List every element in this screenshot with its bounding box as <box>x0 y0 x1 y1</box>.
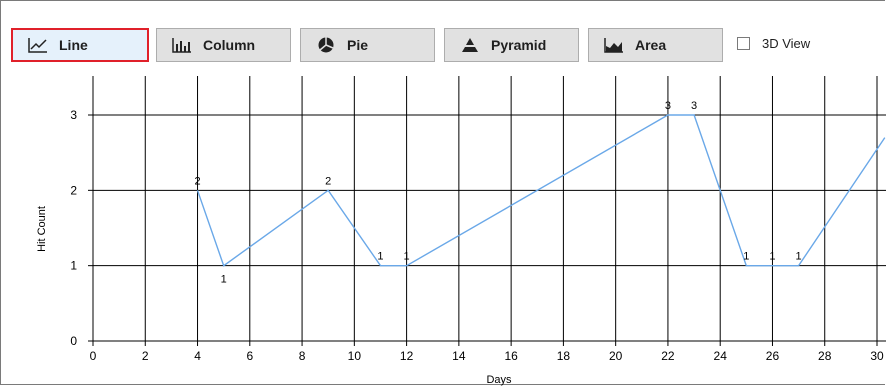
area-button-label: Area <box>635 37 667 53</box>
line-button[interactable]: Line <box>11 28 149 62</box>
y-tick-label: 2 <box>70 183 77 197</box>
x-tick-label: 26 <box>766 349 780 363</box>
checkbox-box[interactable] <box>737 37 750 50</box>
line-button-label: Line <box>59 37 88 53</box>
data-label: 1 <box>769 251 775 263</box>
x-tick-label: 6 <box>246 349 253 363</box>
x-axis-title: Days <box>486 374 512 386</box>
pie-chart-icon <box>315 36 337 54</box>
data-label: 2 <box>194 175 200 187</box>
pie-button-label: Pie <box>347 37 369 53</box>
data-label: 3 <box>665 100 671 112</box>
data-label: 1 <box>404 251 410 263</box>
series-line <box>196 114 886 267</box>
3d-view-checkbox[interactable]: 3D View <box>737 36 810 51</box>
x-tick-label: 18 <box>557 349 571 363</box>
x-tick-label: 30 <box>870 349 884 363</box>
x-tick-label: 12 <box>400 349 414 363</box>
column-chart-icon <box>171 36 193 54</box>
x-tick-label: 0 <box>90 349 97 363</box>
x-tick-label: 16 <box>504 349 518 363</box>
x-tick-label: 24 <box>714 349 728 363</box>
pyramid-chart-icon <box>459 36 481 54</box>
x-tick-label: 28 <box>818 349 832 363</box>
y-tick-label: 1 <box>70 259 77 273</box>
x-tick-label: 2 <box>142 349 149 363</box>
pie-button[interactable]: Pie <box>300 28 435 62</box>
column-button-label: Column <box>203 37 256 53</box>
x-tick-label: 10 <box>348 349 362 363</box>
pyramid-button[interactable]: Pyramid <box>444 28 579 62</box>
x-tick-label: 4 <box>194 349 201 363</box>
chart-series <box>196 114 886 267</box>
x-tick-label: 22 <box>661 349 675 363</box>
pyramid-button-label: Pyramid <box>491 37 547 53</box>
data-label: 1 <box>796 251 802 263</box>
line-chart-icon <box>27 36 49 54</box>
x-tick-label: 20 <box>609 349 623 363</box>
3d-view-label: 3D View <box>762 36 811 51</box>
column-button[interactable]: Column <box>156 28 291 62</box>
data-label: 2 <box>325 175 331 187</box>
y-tick-label: 3 <box>70 108 77 122</box>
data-label: 3 <box>691 100 697 112</box>
x-tick-label: 8 <box>299 349 306 363</box>
area-button[interactable]: Area <box>588 28 723 62</box>
y-axis-title: Hit Count <box>36 206 48 252</box>
chart-type-toolbar: Line Column <box>9 28 879 64</box>
data-label: 1 <box>221 274 227 286</box>
chart-grid <box>93 76 886 341</box>
data-label: 1 <box>377 251 383 263</box>
chart-data-labels: 2 1 2 1 1 3 3 1 1 1 <box>194 100 801 286</box>
data-label: 1 <box>743 251 749 263</box>
area-chart-icon <box>603 36 625 54</box>
y-tick-label: 0 <box>70 334 77 348</box>
x-tick-label: 14 <box>452 349 466 363</box>
